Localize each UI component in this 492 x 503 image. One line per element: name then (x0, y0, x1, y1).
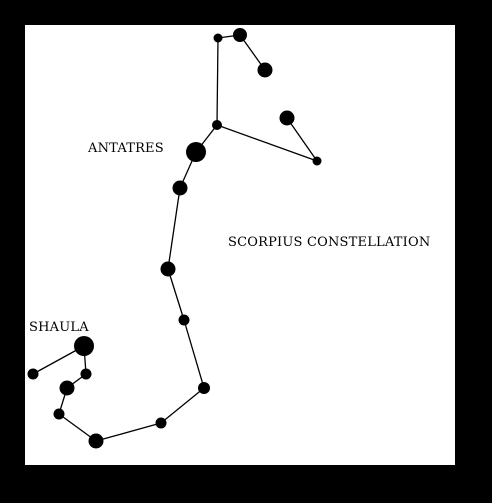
diagram-panel (25, 25, 455, 465)
line-body-2-to-body-3 (167, 268, 185, 321)
shaula-label: SHAULA (29, 320, 89, 335)
line-tail-2-to-tail-3 (95, 422, 162, 442)
star-claw-tip (312, 156, 322, 166)
line-claw-tip-to-claw-right (286, 117, 318, 162)
star-shaula-left (27, 368, 39, 380)
constellation-stars (27, 28, 322, 449)
star-top-left (213, 33, 223, 43)
line-body-1-to-body-2 (167, 187, 181, 270)
star-tail-5 (59, 380, 75, 396)
star-body-2 (160, 261, 176, 277)
line-top-left-to-junction (216, 37, 219, 126)
constellation-title: SCORPIUS CONSTELLATION (228, 235, 430, 250)
constellation-lines (32, 34, 318, 442)
star-top (233, 28, 247, 42)
star-tail-2 (155, 417, 167, 429)
line-tail-1-to-tail-2 (160, 387, 205, 424)
star-body-1 (172, 180, 188, 196)
line-body-3-to-tail-1 (183, 319, 205, 389)
line-junction-to-claw-tip (216, 124, 318, 162)
antares-label: ANTATRES (87, 141, 164, 156)
star-claw-right (279, 110, 295, 126)
star-tail-1 (198, 382, 210, 394)
star-tail-3 (88, 433, 104, 449)
line-tail-3-to-tail-4 (58, 413, 97, 442)
star-body-3 (178, 314, 190, 326)
star-antares (186, 142, 206, 162)
star-tail-4 (53, 408, 65, 420)
star-junction (212, 120, 222, 130)
star-upper-right (257, 62, 273, 78)
star-tail-6 (80, 368, 92, 380)
star-shaula (74, 336, 94, 356)
